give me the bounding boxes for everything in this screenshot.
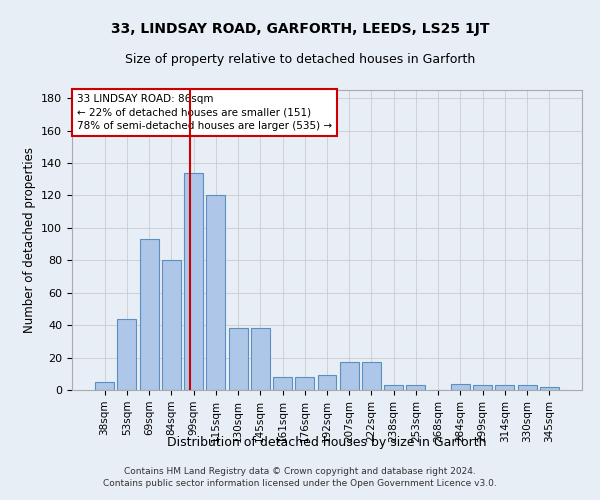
Text: Size of property relative to detached houses in Garforth: Size of property relative to detached ho… [125, 52, 475, 66]
Bar [518, 385, 536, 390]
Bar [295, 377, 314, 390]
Bar [540, 387, 559, 390]
Text: 33, LINDSAY ROAD, GARFORTH, LEEDS, LS25 1JT: 33, LINDSAY ROAD, GARFORTH, LEEDS, LS25 … [111, 22, 489, 36]
Bar [184, 172, 203, 390]
Bar [206, 196, 225, 390]
Bar [384, 385, 403, 390]
Bar [317, 376, 337, 390]
Bar [273, 377, 292, 390]
Bar [251, 328, 270, 390]
Text: Contains HM Land Registry data © Crown copyright and database right 2024.
Contai: Contains HM Land Registry data © Crown c… [103, 466, 497, 487]
Bar [229, 328, 248, 390]
Bar [496, 385, 514, 390]
Bar [95, 382, 114, 390]
Bar [451, 384, 470, 390]
Y-axis label: Number of detached properties: Number of detached properties [23, 147, 35, 333]
Bar [340, 362, 359, 390]
Text: 33 LINDSAY ROAD: 86sqm
← 22% of detached houses are smaller (151)
78% of semi-de: 33 LINDSAY ROAD: 86sqm ← 22% of detached… [77, 94, 332, 131]
Bar [362, 362, 381, 390]
Bar [473, 385, 492, 390]
Text: Distribution of detached houses by size in Garforth: Distribution of detached houses by size … [167, 436, 487, 449]
Bar [140, 239, 158, 390]
Bar [118, 318, 136, 390]
Bar [406, 385, 425, 390]
Bar [162, 260, 181, 390]
